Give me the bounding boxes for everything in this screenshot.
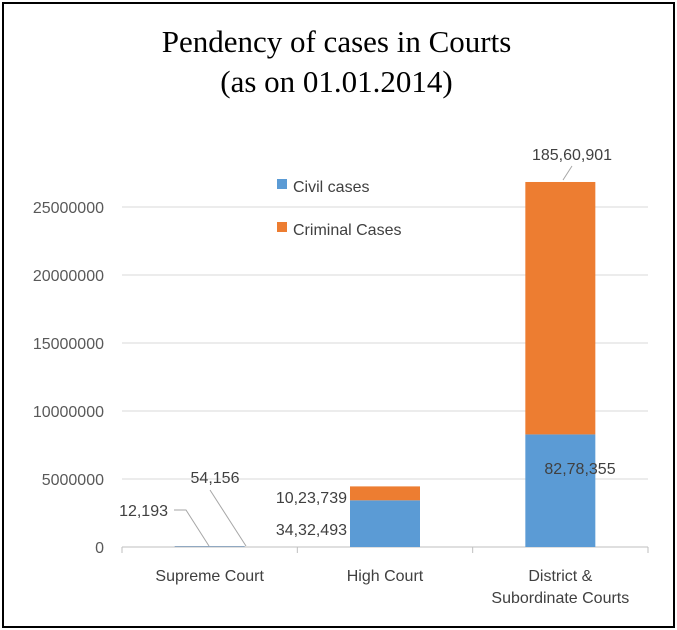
y-tick-label: 20000000: [33, 268, 104, 285]
bar-segment-civil: [525, 434, 596, 547]
leader-line: [174, 509, 210, 547]
leader-line: [209, 489, 247, 547]
y-tick-label: 0: [95, 540, 104, 557]
data-label: 185,60,901: [532, 147, 612, 164]
legend-label: Civil cases: [293, 179, 369, 196]
legend-swatch: [277, 222, 287, 232]
bar-segment-civil: [174, 546, 245, 547]
x-category-label: Subordinate Courts: [491, 590, 629, 607]
chart-title: Pendency of cases in Courts: [161, 24, 512, 59]
bar-segment-criminal: [350, 486, 420, 501]
y-tick-label: 15000000: [33, 336, 104, 353]
legend-swatch: [277, 179, 287, 189]
x-category-label: High Court: [347, 568, 424, 585]
leader-line: [562, 165, 573, 181]
x-category-label: Supreme Court: [155, 568, 264, 585]
data-label: 10,23,739: [276, 490, 347, 507]
chart-subtitle: (as on 01.01.2014): [220, 64, 453, 99]
y-tick-label: 25000000: [33, 200, 104, 217]
bar-segment-criminal: [525, 181, 596, 435]
data-label: 54,156: [191, 470, 240, 487]
y-tick-label: 5000000: [42, 472, 104, 489]
x-category-label: District &: [528, 568, 592, 585]
data-label: 82,78,355: [544, 461, 615, 478]
bar-segment-civil: [350, 500, 420, 547]
y-tick-label: 10000000: [33, 404, 104, 421]
data-label: 34,32,493: [276, 522, 347, 539]
data-label: 12,193: [119, 503, 168, 520]
legend-label: Criminal Cases: [293, 222, 401, 239]
